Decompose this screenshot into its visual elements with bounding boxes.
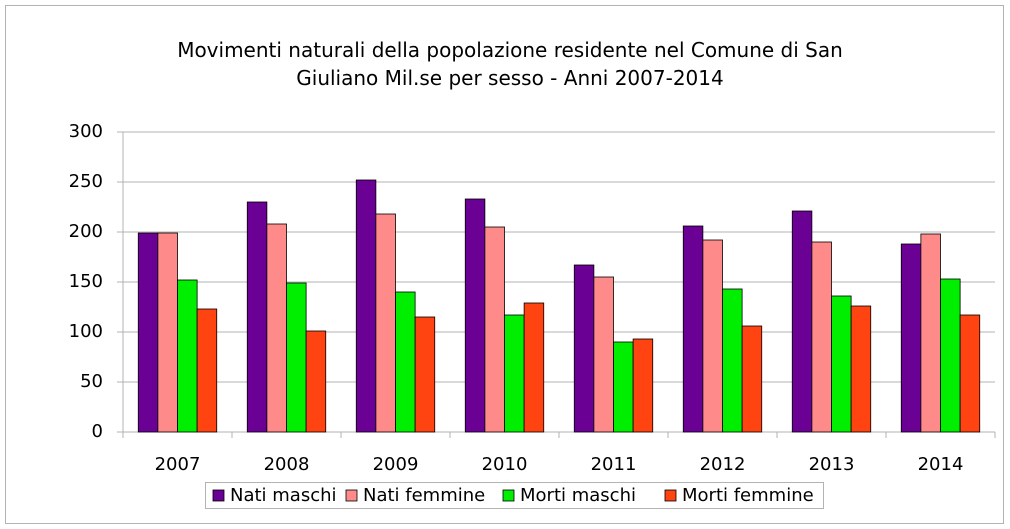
bar [523,302,545,433]
legend-box [205,482,824,509]
bar [395,291,416,433]
legend-swatch [345,489,358,502]
legend-label: Nati maschi [230,485,337,506]
bar [375,213,396,433]
x-tick-label: 2012 [700,454,746,475]
y-tick-label: 200 [69,221,103,242]
bar [791,210,813,433]
bar [900,243,922,433]
bar [266,223,287,433]
bar [811,241,832,433]
x-tick-label: 2009 [373,454,419,475]
legend-label: Morti maschi [520,485,636,506]
bar [355,179,377,433]
bar [959,314,981,433]
bar [722,288,743,433]
legend-label: Morti femmine [682,485,814,506]
legend-swatch [664,489,677,502]
bar [137,232,159,433]
bar [286,282,307,433]
bar [246,201,268,433]
legend-label: Nati femmine [363,485,485,506]
bar [850,305,872,433]
bar [702,239,723,433]
bar [484,226,505,433]
x-tick-label: 2007 [155,454,201,475]
bar [305,330,327,433]
bar [632,338,654,433]
bar [157,232,178,433]
legend-swatch [502,489,515,502]
x-tick-label: 2014 [918,454,964,475]
bar [682,225,704,433]
x-tick-label: 2013 [809,454,855,475]
bar [177,279,198,433]
bar [464,198,486,433]
bar [831,295,852,433]
bar [504,314,525,433]
x-tick-label: 2008 [264,454,310,475]
bar [196,308,218,433]
legend-swatch [212,489,225,502]
bar [414,316,436,433]
y-tick-label: 300 [69,121,103,142]
bar [940,278,961,433]
bar [573,264,595,433]
y-tick-label: 250 [69,171,103,192]
bar [613,341,634,433]
x-tick-label: 2010 [482,454,528,475]
y-tick-label: 100 [69,321,103,342]
chart-title: Movimenti naturali della popolazione res… [177,38,843,90]
bar [593,276,614,433]
y-tick-label: 0 [92,421,103,442]
bar [920,233,941,433]
y-tick-label: 150 [69,271,103,292]
y-tick-label: 50 [80,371,103,392]
bar [741,325,763,433]
x-tick-label: 2011 [591,454,637,475]
